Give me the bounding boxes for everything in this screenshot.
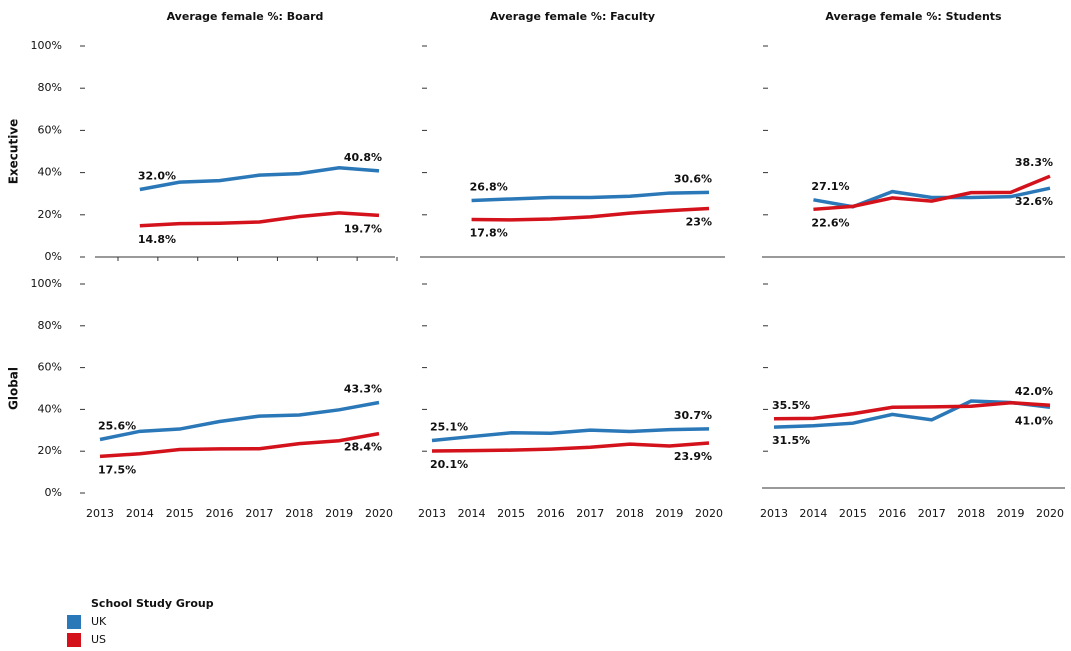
data-label: 28.4% [344,441,382,454]
y-tick-label: 100% [31,277,62,290]
x-tick-label: 2017 [918,507,946,520]
data-label: 30.7% [674,409,712,422]
data-label: 40.8% [344,151,382,164]
data-label: 27.1% [811,180,849,193]
panel-title: Average female %: Students [825,10,1002,23]
legend-label: UK [91,615,107,628]
data-label: 23% [686,215,712,228]
series-line [773,400,1051,421]
data-label: 25.6% [98,419,136,432]
y-tick-label: 60% [38,361,62,374]
x-tick-label: 2019 [325,507,353,520]
x-tick-label: 2017 [245,507,273,520]
panel-title: Average female %: Board [167,10,324,23]
y-tick-label: 80% [38,81,62,94]
x-tick-label: 2020 [1036,507,1064,520]
legend-swatch [67,633,81,647]
data-label: 43.3% [344,383,382,396]
data-label: 32.6% [1015,195,1053,208]
x-tick-label: 2014 [126,507,154,520]
data-label: 35.5% [772,399,810,412]
x-tick-label: 2017 [576,507,604,520]
data-label: 22.6% [811,216,849,229]
series-line [813,174,1051,212]
x-tick-label: 2019 [655,507,683,520]
data-label: 19.7% [344,222,382,235]
data-label: 30.6% [674,172,712,185]
x-tick-label: 2015 [166,507,194,520]
x-tick-label: 2019 [997,507,1025,520]
data-label: 31.5% [772,434,810,447]
x-tick-label: 2020 [695,507,723,520]
series-line [99,431,380,459]
x-tick-label: 2013 [418,507,446,520]
x-tick-label: 2018 [616,507,644,520]
legend-label: US [91,633,106,646]
row-label: Global [7,367,21,410]
panel-title: Average female %: Faculty [490,10,655,23]
legend-swatch [67,615,81,629]
series-line [431,427,710,443]
data-label: 42.0% [1015,385,1053,398]
x-tick-label: 2016 [878,507,906,520]
y-tick-label: 0% [45,486,62,499]
series-line [773,399,1051,429]
y-tick-label: 20% [38,208,62,221]
x-tick-label: 2013 [760,507,788,520]
y-tick-label: 60% [38,123,62,136]
data-label: 41.0% [1015,414,1053,427]
data-label: 17.8% [470,226,508,239]
series-line [139,211,380,228]
series-line [471,206,710,222]
x-tick-label: 2014 [458,507,486,520]
x-tick-label: 2015 [839,507,867,520]
x-tick-label: 2018 [285,507,313,520]
x-tick-label: 2014 [799,507,827,520]
data-label: 25.1% [430,421,468,434]
data-label: 32.0% [138,169,176,182]
x-tick-label: 2015 [497,507,525,520]
x-tick-label: 2016 [537,507,565,520]
y-tick-label: 40% [38,166,62,179]
data-label: 20.1% [430,458,468,471]
series-line [431,441,710,453]
x-tick-label: 2016 [206,507,234,520]
x-tick-label: 2020 [365,507,393,520]
data-label: 38.3% [1015,156,1053,169]
data-label: 26.8% [470,180,508,193]
y-tick-label: 0% [45,250,62,263]
y-tick-label: 40% [38,402,62,415]
data-label: 14.8% [138,233,176,246]
series-line [139,165,380,192]
series-line [99,400,380,442]
series-line [471,190,710,203]
legend-title: School Study Group [91,597,214,610]
y-tick-label: 80% [38,319,62,332]
row-label: Executive [7,119,21,185]
data-label: 17.5% [98,463,136,476]
data-label: 23.9% [674,450,712,463]
x-tick-label: 2013 [86,507,114,520]
x-tick-label: 2018 [957,507,985,520]
y-tick-label: 20% [38,444,62,457]
y-tick-label: 100% [31,39,62,52]
